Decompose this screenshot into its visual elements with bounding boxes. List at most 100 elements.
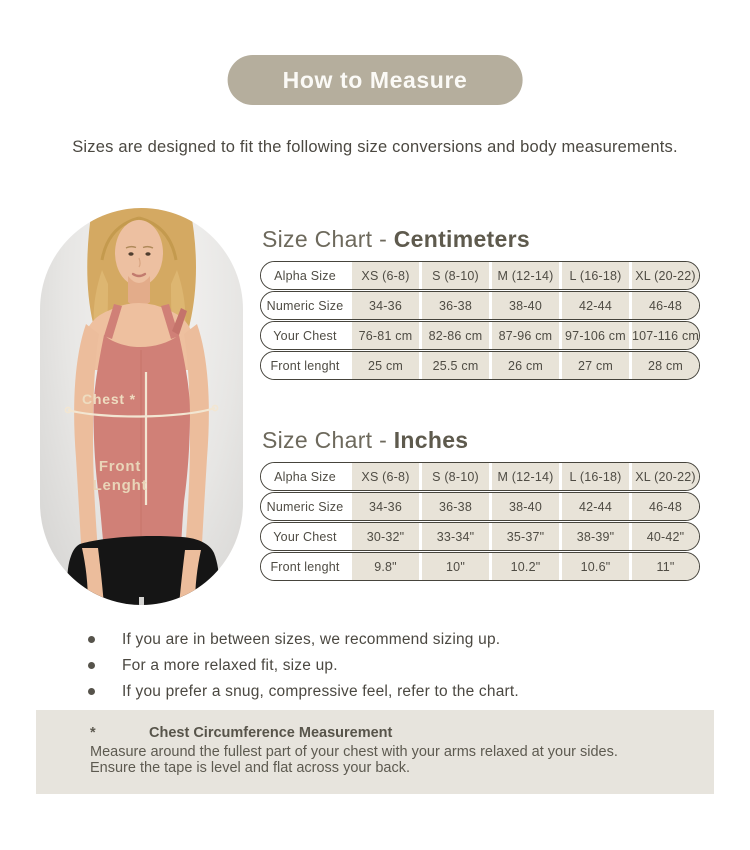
row-label: Front lenght bbox=[261, 352, 349, 379]
size-value-cell: 33-34" bbox=[422, 523, 489, 550]
chest-measure-line bbox=[67, 406, 216, 418]
hair-strand bbox=[138, 216, 178, 261]
size-value-cell: 42-44 bbox=[562, 493, 629, 520]
size-value-cell: 87-96 cm bbox=[491, 322, 559, 349]
front-length-label: Front bbox=[99, 458, 141, 475]
left-arm bbox=[74, 324, 103, 605]
size-table-inches: Alpha Size XS (6-8) S (8-10) M (12-14) L (16… bbox=[260, 462, 700, 581]
size-value-cell: 11" bbox=[632, 553, 699, 580]
size-value-cell: S (8-10) bbox=[422, 262, 489, 289]
size-table-row: Your Chest 76-81 cm 82-86 cm 87-96 cm 97-106… bbox=[260, 321, 700, 350]
size-value-cell: L (16-18) bbox=[562, 463, 629, 490]
size-value-cell: 35-37" bbox=[492, 523, 559, 550]
size-value-cell: XL (20-22) bbox=[632, 463, 699, 490]
footnote-title-row: * Chest Circumference Measurement bbox=[90, 725, 694, 741]
fit-notes-list: If you are in between sizes, we recommen… bbox=[88, 629, 519, 707]
row-label: Alpha Size bbox=[261, 463, 349, 490]
row-label: Front lenght bbox=[261, 553, 349, 580]
size-value-cell: 9.8" bbox=[352, 553, 419, 580]
size-value-cell: 97-106 cm bbox=[561, 322, 629, 349]
size-table-row: Alpha Size XS (6-8) S (8-10) M (12-14) L (16… bbox=[260, 261, 700, 290]
size-chart-inches-section: Size Chart - Inches Alpha Size XS (6-8) S … bbox=[260, 425, 700, 582]
size-value-cell: 10" bbox=[422, 553, 489, 580]
how-to-measure-badge: How to Measure bbox=[227, 55, 523, 105]
shorts-notch bbox=[139, 597, 144, 605]
size-table-row: Alpha Size XS (6-8) S (8-10) M (12-14) L (16… bbox=[260, 462, 700, 491]
model-photo: Chest * Front Lenght bbox=[40, 208, 243, 605]
footnote-line2: Ensure the tape is level and flat across… bbox=[90, 760, 410, 776]
list-item: If you prefer a snug, compressive feel, … bbox=[88, 681, 519, 702]
list-item: If you are in between sizes, we recommen… bbox=[88, 629, 519, 650]
size-value-cell: 26 cm bbox=[492, 352, 559, 379]
title-prefix: Size Chart - bbox=[262, 427, 394, 453]
tank-top bbox=[93, 335, 190, 545]
title-unit: Centimeters bbox=[393, 226, 530, 252]
tank-strap bbox=[172, 308, 187, 335]
footnote-line1: Measure around the fullest part of your … bbox=[90, 744, 618, 760]
size-value-cell: M (12-14) bbox=[492, 262, 559, 289]
row-label: Alpha Size bbox=[261, 262, 349, 289]
neck bbox=[128, 276, 150, 307]
size-value-cell: 40-42" bbox=[632, 523, 699, 550]
subtitle: Sizes are designed to fit the following … bbox=[72, 138, 678, 156]
tank-strap bbox=[104, 304, 122, 339]
size-value-cell: 10.6" bbox=[562, 553, 629, 580]
row-label: Your Chest bbox=[261, 322, 349, 349]
size-value-cell: 107-116 cm bbox=[631, 322, 699, 349]
size-chart-inches-title: Size Chart - Inches bbox=[260, 425, 700, 455]
size-value-cell: 27 cm bbox=[562, 352, 629, 379]
row-label: Numeric Size bbox=[261, 493, 349, 520]
model-illustration: Chest * Front Lenght bbox=[64, 208, 220, 605]
title-prefix: Size Chart - bbox=[262, 226, 394, 252]
bullet-dot bbox=[88, 662, 95, 669]
lips bbox=[131, 272, 147, 278]
footnote-title: Chest Circumference Measurement bbox=[149, 725, 393, 741]
eye bbox=[145, 252, 151, 256]
size-value-cell: 34-36 bbox=[352, 292, 419, 319]
size-chart-cm-section: Size Chart - Centimeters Alpha Size XS (6… bbox=[260, 224, 700, 381]
size-chart-cm-title: Size Chart - Centimeters bbox=[260, 224, 700, 254]
size-value-cell: 25.5 cm bbox=[422, 352, 489, 379]
size-table-row: Numeric Size 34-36 36-38 38-40 42-44 46-48 bbox=[260, 492, 700, 521]
list-item: For a more relaxed fit, size up. bbox=[88, 655, 519, 676]
eye bbox=[128, 252, 134, 256]
size-value-cell: XL (20-22) bbox=[632, 262, 699, 289]
row-label: Your Chest bbox=[261, 523, 349, 550]
eyebrow bbox=[125, 245, 137, 249]
bullet-dot bbox=[88, 636, 95, 643]
size-value-cell: 46-48 bbox=[632, 292, 699, 319]
footnote-asterisk: * bbox=[90, 725, 96, 741]
right-hand bbox=[179, 550, 201, 605]
bullet-dot bbox=[88, 688, 95, 695]
size-value-cell: XS (6-8) bbox=[352, 262, 419, 289]
nose bbox=[138, 257, 141, 268]
note-text: For a more relaxed fit, size up. bbox=[122, 657, 338, 674]
size-value-cell: 30-32" bbox=[352, 523, 419, 550]
chest-line-end bbox=[64, 406, 72, 414]
left-hand bbox=[82, 548, 104, 605]
size-table-cm: Alpha Size XS (6-8) S (8-10) M (12-14) L (16… bbox=[260, 261, 700, 380]
size-value-cell: 28 cm bbox=[632, 352, 699, 379]
chest-line-end bbox=[211, 404, 219, 412]
right-arm bbox=[180, 324, 209, 605]
size-table-row: Front lenght 25 cm 25.5 cm 26 cm 27 cm 28 cm bbox=[260, 351, 700, 380]
front-length-label: Lenght bbox=[93, 477, 148, 494]
size-table-row: Front lenght 9.8" 10" 10.2" 10.6" 11" bbox=[260, 552, 700, 581]
note-text: If you prefer a snug, compressive feel, … bbox=[122, 683, 519, 700]
eyebrow bbox=[142, 245, 154, 249]
size-value-cell: M (12-14) bbox=[492, 463, 559, 490]
face bbox=[115, 220, 163, 286]
size-table-row: Your Chest 30-32" 33-34" 35-37" 38-39" 40-42" bbox=[260, 522, 700, 551]
size-value-cell: 25 cm bbox=[352, 352, 419, 379]
size-table-row: Numeric Size 34-36 36-38 38-40 42-44 46-48 bbox=[260, 291, 700, 320]
size-value-cell: 82-86 cm bbox=[421, 322, 489, 349]
size-value-cell: 46-48 bbox=[632, 493, 699, 520]
size-value-cell: 38-40 bbox=[492, 493, 559, 520]
size-value-cell: 10.2" bbox=[492, 553, 559, 580]
size-value-cell: 76-81 cm bbox=[352, 322, 419, 349]
note-text: If you are in between sizes, we recommen… bbox=[122, 631, 501, 648]
size-value-cell: XS (6-8) bbox=[352, 463, 419, 490]
size-value-cell: S (8-10) bbox=[422, 463, 489, 490]
size-value-cell: 34-36 bbox=[352, 493, 419, 520]
